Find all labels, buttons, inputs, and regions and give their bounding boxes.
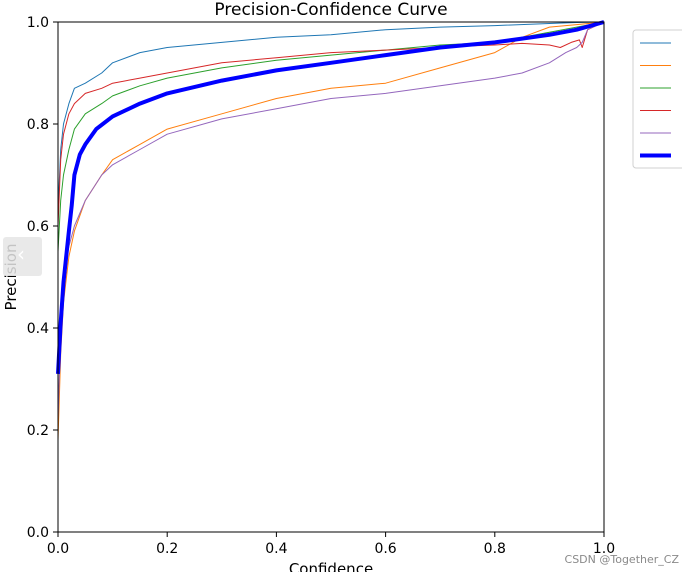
legend	[632, 29, 682, 169]
x-tick-label: 0.0	[47, 541, 69, 557]
legend-entries	[640, 42, 671, 158]
x-tick-label: 1.0	[593, 541, 615, 557]
x-tick-label: 0.2	[156, 541, 178, 557]
chart-title: Precision-Confidence Curve	[214, 0, 447, 20]
plot-frame	[57, 21, 605, 533]
series-line-6	[56, 20, 605, 375]
series-line-1	[57, 21, 605, 211]
series-line-5	[57, 21, 605, 420]
x-tick-label: 0.4	[265, 541, 287, 557]
x-tick-label: 0.6	[374, 541, 396, 557]
ticks-layer: 0.0 0.2 0.4 0.6 0.8 1.0 0.0 0.2 0.4 0.6 0.8 1.0	[27, 15, 615, 557]
x-axis-title: Confidence	[289, 560, 373, 572]
side-collapse-tab[interactable]: ‹	[3, 237, 42, 276]
legend-box	[632, 29, 682, 169]
watermark: CSDN @Together_CZ	[565, 553, 680, 566]
x-tick-label: 0.8	[484, 541, 506, 557]
series-line-4	[57, 21, 605, 227]
y-tick-label: 0.4	[27, 321, 49, 337]
y-tick-label: 0.8	[27, 117, 49, 133]
y-tick-label: 0.6	[27, 219, 49, 235]
y-tick-label: 1.0	[27, 15, 49, 31]
y-tick-label: 0.0	[27, 525, 49, 541]
chevron-left-icon: ‹	[17, 242, 25, 266]
series-layer	[56, 20, 605, 441]
y-tick-label: 0.2	[27, 423, 49, 439]
